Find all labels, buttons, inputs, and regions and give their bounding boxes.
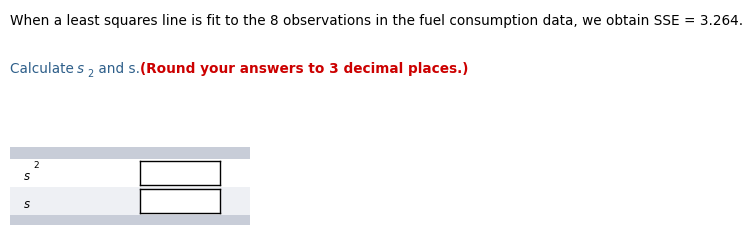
Text: When a least squares line is fit to the 8 observations in the fuel consumption d: When a least squares line is fit to the … <box>10 14 743 28</box>
Text: Calculate: Calculate <box>10 62 78 76</box>
Text: 2: 2 <box>33 161 39 170</box>
Text: 2: 2 <box>87 69 94 79</box>
Text: s: s <box>77 62 83 76</box>
Text: s: s <box>24 197 30 210</box>
Text: (Round your answers to 3 decimal places.): (Round your answers to 3 decimal places.… <box>140 62 469 76</box>
Text: and s.: and s. <box>94 62 145 76</box>
Text: s: s <box>24 169 30 182</box>
